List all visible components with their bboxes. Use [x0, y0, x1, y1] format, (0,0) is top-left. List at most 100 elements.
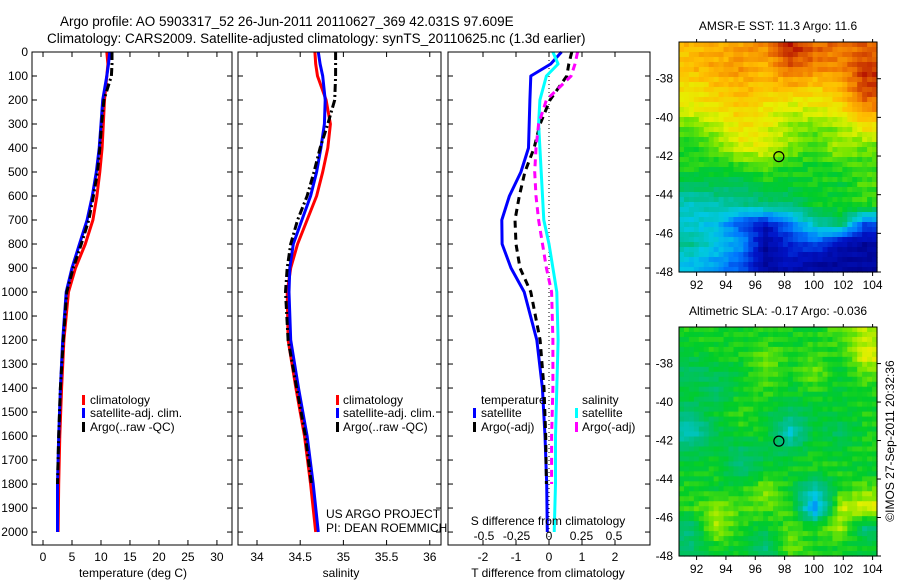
map-cell: [792, 486, 799, 492]
map-cell: [713, 232, 720, 238]
map-cell: [693, 97, 700, 103]
map-cell: [688, 107, 695, 113]
map-cell: [703, 192, 710, 198]
map-cell: [817, 77, 824, 83]
map-cell: [733, 102, 739, 108]
map-cell: [718, 252, 725, 258]
map-cell: [723, 52, 730, 58]
map-cell: [683, 52, 690, 58]
map-cell: [807, 361, 814, 368]
map-cell: [708, 107, 715, 113]
map-cell: [802, 52, 809, 58]
map-cell: [733, 446, 739, 453]
map-cell: [842, 361, 848, 368]
map-cell: [872, 182, 878, 188]
map-cell: [817, 82, 824, 88]
map-cell: [792, 506, 799, 512]
map-cell: [683, 212, 690, 218]
map-cell: [703, 501, 710, 507]
map-cell: [768, 411, 774, 418]
map-cell: [847, 486, 853, 492]
map-cell: [837, 391, 843, 398]
map-cell: [842, 371, 848, 378]
x-tick-label: 0: [546, 550, 553, 564]
map-cell: [807, 132, 814, 138]
map-cell: [812, 247, 819, 253]
map-cell: [817, 42, 824, 48]
map-cell: [688, 391, 695, 398]
map-cell: [693, 456, 700, 463]
map-cell: [679, 411, 685, 418]
map-cell: [862, 356, 868, 363]
map-cell: [708, 172, 715, 178]
map-cell: [748, 102, 754, 108]
map-cell: [812, 62, 819, 68]
map-cell: [723, 62, 730, 68]
map-cell: [812, 212, 819, 218]
map-cell: [758, 411, 764, 418]
map-cell: [693, 391, 700, 398]
map-cell: [802, 486, 809, 492]
map-cell: [807, 97, 814, 103]
map-cell: [797, 331, 804, 338]
map-cell: [723, 451, 730, 458]
map-cell: [733, 466, 739, 472]
map-cell: [802, 381, 809, 388]
map-cell: [693, 416, 700, 423]
map-cell: [733, 92, 739, 98]
map-cell: [753, 242, 759, 248]
map-cell: [733, 222, 739, 228]
map-cell: [768, 222, 774, 228]
map-cell: [787, 536, 794, 542]
map-cell: [807, 331, 814, 338]
map-cell: [718, 192, 725, 198]
map-cell: [763, 127, 769, 133]
map-cell: [778, 197, 784, 203]
map-cell: [872, 531, 878, 537]
map-cell: [758, 232, 764, 238]
map-cell: [847, 356, 853, 363]
map-cell: [748, 267, 754, 273]
map-cell: [872, 436, 878, 443]
map-cell: [683, 92, 690, 98]
map-cell: [738, 237, 744, 243]
map-cell: [738, 481, 744, 487]
map-cell: [867, 511, 873, 517]
map-cell: [842, 112, 848, 118]
map-cell: [768, 456, 774, 463]
map-cell: [683, 396, 690, 403]
map-cell: [807, 177, 814, 183]
map-cell: [683, 107, 690, 113]
map-cell: [872, 441, 878, 448]
map-cell: [797, 471, 804, 477]
map-cell: [812, 87, 819, 93]
map-cell: [832, 431, 838, 438]
map-cell: [872, 122, 878, 128]
map-cell: [827, 117, 834, 123]
map-cell: [797, 441, 804, 448]
map-cell: [723, 436, 730, 443]
map-cell: [738, 386, 744, 393]
map-cell: [817, 222, 824, 228]
map-cell: [718, 451, 725, 458]
map-cell: [679, 87, 685, 93]
map-cell: [768, 117, 774, 123]
map-cell: [723, 356, 730, 363]
map-cell: [797, 82, 804, 88]
map-cell: [708, 391, 715, 398]
map-cell: [832, 152, 838, 158]
map-cell: [683, 117, 690, 123]
map-cell: [728, 336, 735, 343]
map-cell: [748, 536, 754, 542]
map-cell: [822, 72, 829, 78]
map-cell: [753, 356, 759, 363]
map-cell: [812, 411, 819, 418]
map-cell: [832, 391, 838, 398]
map-cell: [753, 421, 759, 428]
map-cell: [728, 107, 735, 113]
map-cell: [708, 182, 715, 188]
map-cell: [693, 157, 700, 163]
map-cell: [728, 531, 735, 537]
map-cell: [807, 531, 814, 537]
map-cell: [857, 446, 863, 453]
